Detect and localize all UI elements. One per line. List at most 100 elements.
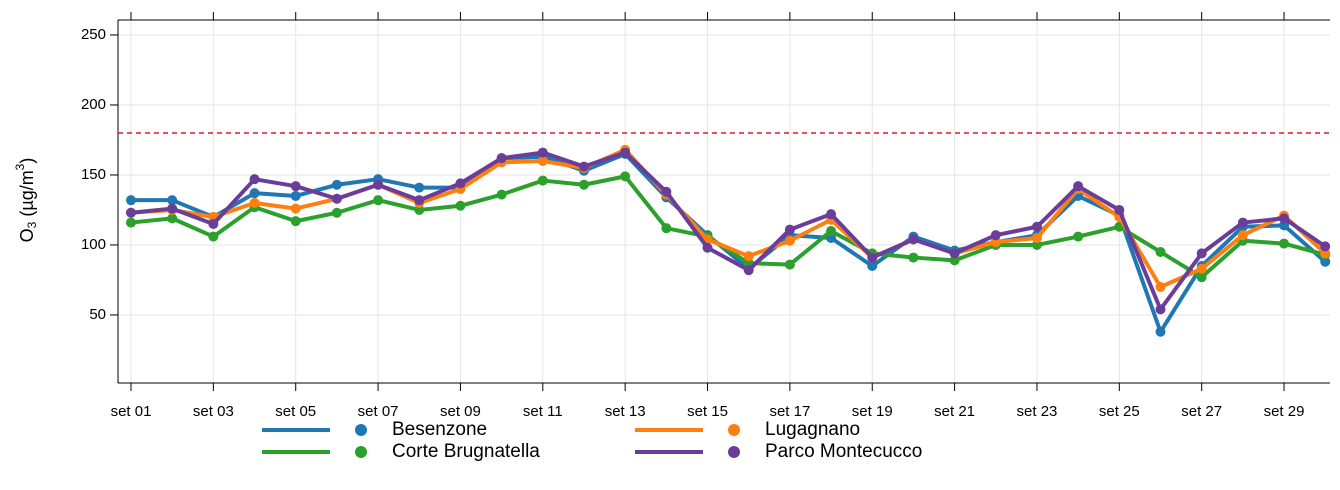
data-point: [208, 218, 219, 229]
data-point: [1237, 217, 1248, 228]
y-tick-label: 100: [81, 236, 106, 253]
data-point: [1155, 246, 1166, 257]
data-point: [743, 265, 754, 276]
x-tick-label: set 17: [769, 403, 810, 420]
data-point: [1031, 232, 1042, 243]
data-point: [908, 252, 919, 263]
data-point: [743, 251, 754, 262]
data-point: [826, 225, 837, 236]
y-label-part: 3: [25, 221, 39, 228]
legend-label: Parco Montecucco: [765, 441, 922, 462]
y-tick-label: 150: [81, 166, 106, 183]
data-point: [331, 207, 342, 218]
series-line: [130, 150, 1327, 312]
data-point: [537, 175, 548, 186]
data-point: [578, 179, 589, 190]
data-point: [1279, 220, 1290, 231]
y-label-part: 3: [13, 163, 27, 170]
data-point: [1320, 248, 1331, 259]
data-point: [1279, 213, 1290, 224]
data-point: [990, 230, 1001, 241]
data-point: [167, 213, 178, 224]
data-point: [702, 242, 713, 253]
data-point: [784, 235, 795, 246]
data-point: [249, 188, 260, 199]
data-point: [1031, 221, 1042, 232]
x-tick-label: set 07: [358, 403, 399, 420]
data-point: [1155, 281, 1166, 292]
data-point: [784, 259, 795, 270]
data-point: [537, 147, 548, 158]
data-point: [167, 195, 178, 206]
x-tick-label: set 09: [440, 403, 481, 420]
data-point: [208, 231, 219, 242]
data-point: [290, 181, 301, 192]
y-label-part: O: [17, 228, 37, 242]
data-point: [373, 195, 384, 206]
data-point: [620, 171, 631, 182]
data-point: [1073, 181, 1084, 192]
data-point: [126, 195, 136, 206]
data-point: [414, 182, 425, 193]
data-point: [908, 234, 919, 245]
x-tick-label: set 25: [1099, 403, 1140, 420]
x-tick-label: set 05: [275, 403, 316, 420]
data-point: [249, 197, 260, 208]
x-tick-label: set 19: [852, 403, 893, 420]
data-point: [290, 203, 301, 214]
data-point: [496, 189, 507, 200]
legend-marker: [355, 446, 367, 458]
data-point: [167, 203, 178, 214]
x-tick-label: set 21: [934, 403, 975, 420]
legend-marker: [728, 424, 740, 436]
x-tick-label: set 23: [1017, 403, 1058, 420]
data-point: [1196, 263, 1207, 274]
data-point: [1196, 272, 1207, 283]
data-point: [126, 207, 136, 218]
legend-label: Lugagnano: [765, 419, 860, 440]
x-tick-label: set 03: [193, 403, 234, 420]
legend-marker: [728, 446, 740, 458]
data-point: [1320, 256, 1331, 267]
data-point: [290, 216, 301, 227]
data-point: [867, 260, 878, 271]
legend-label: Besenzone: [392, 419, 487, 440]
x-tick-label: set 15: [687, 403, 728, 420]
data-point: [1073, 231, 1084, 242]
data-point: [990, 237, 1001, 248]
data-point: [1031, 239, 1042, 250]
data-point: [455, 178, 466, 189]
data-point: [1155, 326, 1166, 337]
data-point: [1114, 204, 1125, 215]
x-tick-label: set 11: [523, 403, 563, 420]
data-point: [661, 223, 672, 234]
data-point: [537, 155, 548, 166]
data-point: [249, 174, 260, 185]
data-point: [949, 248, 960, 259]
data-point: [1196, 248, 1207, 259]
y-label-part: (µg/m: [17, 170, 37, 221]
data-point: [1279, 238, 1290, 249]
data-point: [1237, 230, 1248, 241]
y-tick-label: 250: [81, 26, 106, 43]
data-point: [867, 252, 878, 263]
data-point: [290, 190, 301, 201]
data-point: [414, 195, 425, 206]
x-tick-label: set 27: [1181, 403, 1222, 420]
x-tick-label: set 13: [605, 403, 646, 420]
data-point: [126, 217, 136, 228]
y-label-part: ): [17, 158, 37, 164]
data-point: [414, 204, 425, 215]
x-tick-label: set 01: [111, 403, 152, 420]
data-point: [578, 161, 589, 172]
data-point: [784, 224, 795, 235]
data-point: [373, 179, 384, 190]
data-point: [826, 209, 837, 220]
data-point: [949, 255, 960, 266]
data-point: [620, 147, 631, 158]
y-axis-label: O3 (µg/m3): [13, 158, 39, 243]
legend-label: Corte Brugnatella: [392, 441, 540, 462]
data-point: [1155, 304, 1166, 315]
